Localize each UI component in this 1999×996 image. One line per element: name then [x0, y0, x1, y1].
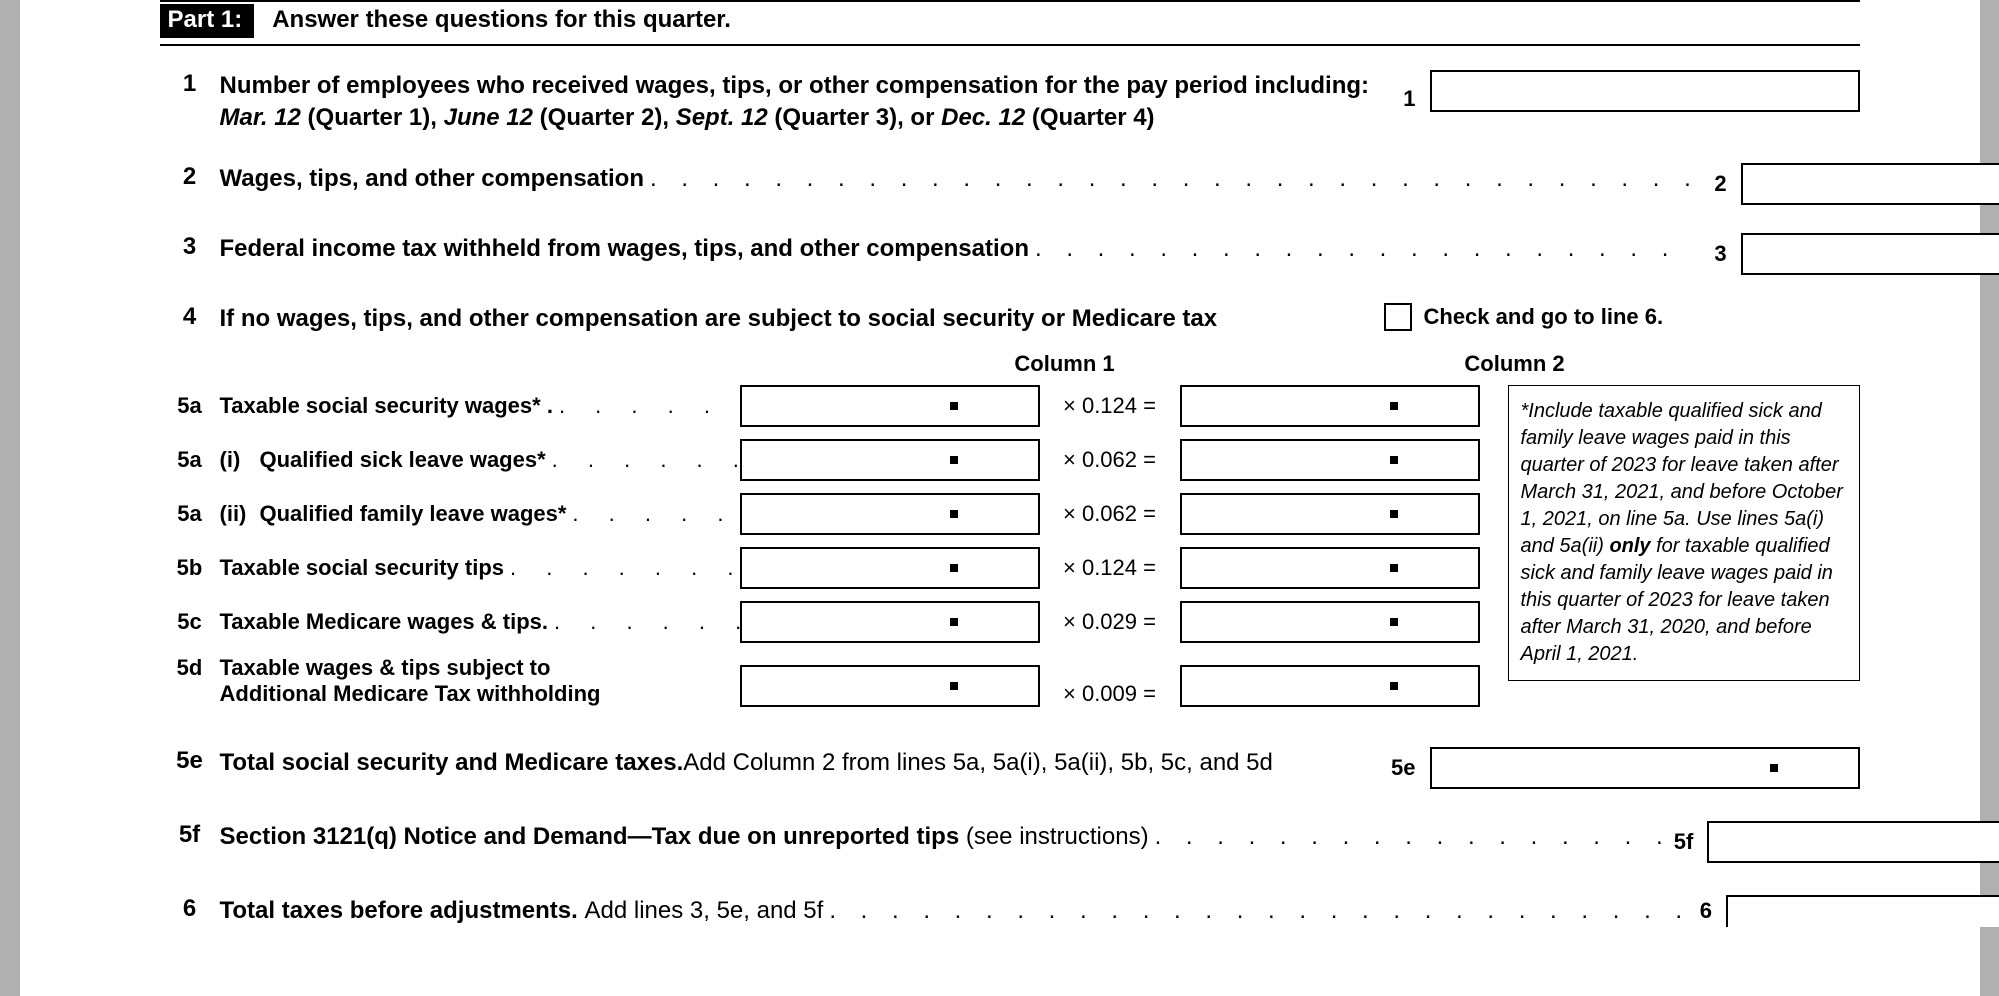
- line-6-input[interactable]: [1726, 895, 1999, 927]
- line-5e-num: 5e: [160, 747, 220, 775]
- line-5b-col1[interactable]: [740, 547, 1040, 589]
- line-5e-input[interactable]: [1430, 747, 1860, 789]
- line-2: 2 Wages, tips, and other compensation . …: [160, 163, 1860, 205]
- column-2-header: Column 2: [1360, 351, 1670, 377]
- line-5c-col1[interactable]: [740, 601, 1040, 643]
- line-4-checkbox[interactable]: [1384, 303, 1412, 331]
- column-headers: Column 1 Column 2: [910, 351, 1860, 377]
- line-4-text: If no wages, tips, and other compensatio…: [220, 303, 1384, 335]
- note-box: *Include taxable qualified sick and fami…: [1508, 385, 1860, 681]
- line-3-text: Federal income tax withheld from wages, …: [220, 233, 1695, 265]
- line-3-num: 3: [160, 233, 220, 261]
- line-4: 4 If no wages, tips, and other compensat…: [160, 303, 1860, 335]
- line-5f-text: Section 3121(q) Notice and Demand—Tax du…: [220, 821, 1662, 853]
- line-5f-input[interactable]: [1707, 821, 1999, 863]
- line-5e: 5e Total social security and Medicare ta…: [160, 747, 1860, 789]
- line-5a-ii-mult: × 0.062 =: [1040, 501, 1180, 527]
- line-4-check-label: Check and go to line 6.: [1424, 304, 1664, 330]
- line-5d-mult: × 0.009 =: [1040, 681, 1180, 707]
- line-5a-i-mult: × 0.062 =: [1040, 447, 1180, 473]
- line-5a-i: 5a (i) Qualified sick leave wages*. . . …: [160, 439, 1480, 481]
- line-3-input[interactable]: [1741, 233, 1999, 275]
- part-header: Part 1: Answer these questions for this …: [160, 4, 1860, 46]
- calc-section: 5a Taxable social security wages* .. . .…: [160, 385, 1860, 719]
- line-2-input[interactable]: [1741, 163, 1999, 205]
- line-3: 3 Federal income tax withheld from wages…: [160, 233, 1860, 275]
- line-6: 6 Total taxes before adjustments. Add li…: [160, 895, 1860, 927]
- line-5a-i-col2[interactable]: [1180, 439, 1480, 481]
- leader-dots: . . . . . . . . . . . . . . . . . . . . …: [644, 163, 1695, 195]
- line-6-text: Total taxes before adjustments. Add line…: [220, 895, 1680, 927]
- column-1-header: Column 1: [910, 351, 1220, 377]
- line-5d-col2[interactable]: [1180, 665, 1480, 707]
- line-5c: 5c Taxable Medicare wages & tips.. . . .…: [160, 601, 1480, 643]
- line-5d-col1[interactable]: [740, 665, 1040, 707]
- line-5a-col1[interactable]: [740, 385, 1040, 427]
- line-5a-ii: 5a (ii) Qualified family leave wages*. .…: [160, 493, 1480, 535]
- leader-dots: . . . . . . . . . . . . . . . . . . . . …: [1029, 233, 1695, 265]
- line-5c-col2[interactable]: [1180, 601, 1480, 643]
- line-1-box-label: 1: [1384, 86, 1416, 112]
- part-title: Answer these questions for this quarter.: [272, 6, 731, 34]
- form-page: Part 1: Answer these questions for this …: [20, 0, 1980, 996]
- line-5a: 5a Taxable social security wages* .. . .…: [160, 385, 1480, 427]
- line-2-num: 2: [160, 163, 220, 191]
- line-5a-mult: × 0.124 =: [1040, 393, 1180, 419]
- line-5b-mult: × 0.124 =: [1040, 555, 1180, 581]
- line-5a-ii-col1[interactable]: [740, 493, 1040, 535]
- top-rule: [160, 0, 1860, 2]
- line-5e-text: Total social security and Medicare taxes…: [220, 747, 1384, 779]
- line-6-box-label: 6: [1680, 898, 1712, 924]
- line-2-text: Wages, tips, and other compensation . . …: [220, 163, 1695, 195]
- part-badge: Part 1:: [160, 4, 255, 38]
- line-5f-box-label: 5f: [1661, 829, 1693, 855]
- line-1-text: Number of employees who received wages, …: [220, 70, 1384, 135]
- line-1: 1 Number of employees who received wages…: [160, 70, 1860, 135]
- line-5a-ii-col2[interactable]: [1180, 493, 1480, 535]
- line-5d: 5d Taxable wages & tips subject toAdditi…: [160, 655, 1480, 707]
- line-6-num: 6: [160, 895, 220, 923]
- line-5f: 5f Section 3121(q) Notice and Demand—Tax…: [160, 821, 1860, 863]
- line-5c-mult: × 0.029 =: [1040, 609, 1180, 635]
- line-5b: 5b Taxable social security tips. . . . .…: [160, 547, 1480, 589]
- line-4-num: 4: [160, 303, 220, 331]
- line-3-box-label: 3: [1695, 241, 1727, 267]
- line-5a-col2[interactable]: [1180, 385, 1480, 427]
- line-1-num: 1: [160, 70, 220, 98]
- line-5e-box-label: 5e: [1384, 755, 1416, 781]
- line-5a-i-col1[interactable]: [740, 439, 1040, 481]
- line-5b-col2[interactable]: [1180, 547, 1480, 589]
- line-2-box-label: 2: [1695, 171, 1727, 197]
- line-5f-num: 5f: [160, 821, 220, 849]
- line-1-input[interactable]: [1430, 70, 1860, 112]
